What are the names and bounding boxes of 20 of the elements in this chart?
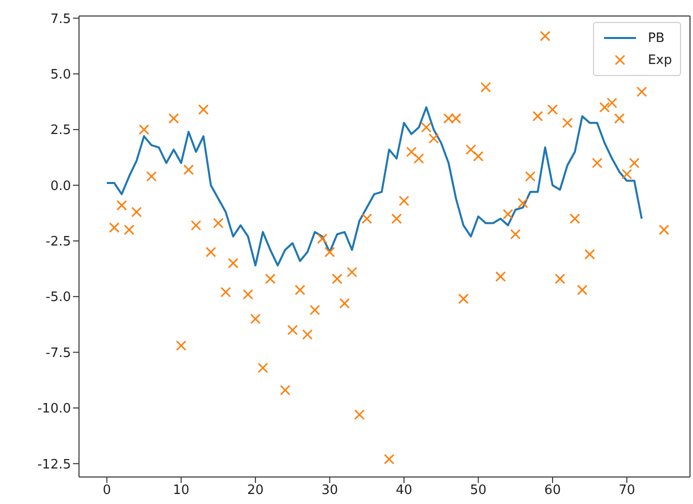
x-tick-label: 30 [321, 483, 338, 498]
x-tick-label: 40 [396, 483, 412, 498]
y-tick-label: 7.5 [50, 12, 71, 27]
y-tick-label: 2.5 [50, 123, 71, 138]
line-series [106, 106, 643, 266]
y-tick-label: -10.0 [37, 402, 71, 417]
legend-label: Exp [648, 52, 672, 68]
y-tick-label: -12.5 [37, 457, 71, 472]
x-tick-label: 70 [618, 483, 636, 498]
y-tick-label: 0.0 [50, 178, 71, 194]
y-tick-label: -7.5 [46, 346, 71, 361]
x-tick-label: 10 [172, 483, 190, 498]
y-tick-label: 5.0 [50, 68, 71, 83]
x-tick-label: 20 [247, 483, 264, 498]
y-tick-label: -5.0 [46, 290, 71, 306]
x-tick-label: 0 [102, 483, 111, 498]
x-tick-label: 60 [544, 483, 561, 498]
y-tick-label: -2.5 [46, 234, 71, 250]
legend-label: PB [648, 30, 665, 46]
x-tick-label: 50 [470, 483, 487, 498]
